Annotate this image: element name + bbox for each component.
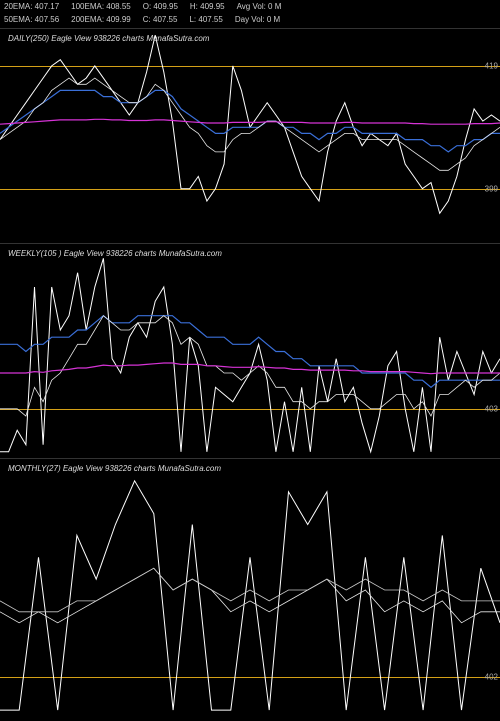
ema20-label: 20EMA: 407.17 — [4, 2, 59, 11]
series-price — [0, 481, 500, 710]
panel-title: MONTHLY(27) Eagle View 938226 charts Mun… — [2, 461, 227, 476]
ema200-label: 200EMA: 409.99 — [71, 15, 131, 24]
series-price — [0, 258, 500, 452]
series-ema20 — [0, 316, 500, 416]
stats-row-2: 50EMA: 407.56 200EMA: 409.99 C: 407.55 L… — [0, 13, 500, 26]
series-ema20 — [0, 568, 500, 623]
price-level-label: 399 — [485, 184, 498, 193]
price-level-label: 402 — [485, 673, 498, 682]
ema50-label: 50EMA: 407.56 — [4, 15, 59, 24]
chart-svg — [0, 29, 500, 244]
series-ema50 — [0, 90, 500, 151]
chart-panel-0: DAILY(250) Eagle View 938226 charts Muna… — [0, 28, 500, 243]
stats-row-1: 20EMA: 407.17 100EMA: 408.55 O: 409.95 H… — [0, 0, 500, 13]
open-label: O: 409.95 — [143, 2, 178, 11]
chart-panel-1: WEEKLY(105 ) Eagle View 938226 charts Mu… — [0, 243, 500, 458]
panel-title: DAILY(250) Eagle View 938226 charts Muna… — [2, 31, 215, 46]
chart-svg — [0, 244, 500, 459]
price-level-label: 419 — [485, 61, 498, 70]
series-ema200 — [0, 119, 500, 124]
ema100-label: 100EMA: 408.55 — [71, 2, 131, 11]
chart-svg — [0, 459, 500, 721]
high-label: H: 409.95 — [190, 2, 225, 11]
panel-title: WEEKLY(105 ) Eagle View 938226 charts Mu… — [2, 246, 228, 261]
close-label: C: 407.55 — [143, 15, 178, 24]
price-level-label: 403 — [485, 404, 498, 413]
dayvol-label: Day Vol: 0 M — [235, 15, 280, 24]
series-ema50 — [0, 316, 500, 388]
chart-panel-2: MONTHLY(27) Eagle View 938226 charts Mun… — [0, 458, 500, 720]
low-label: L: 407.55 — [189, 15, 222, 24]
avgvol-label: Avg Vol: 0 M — [237, 2, 282, 11]
series-ema50 — [0, 568, 500, 612]
